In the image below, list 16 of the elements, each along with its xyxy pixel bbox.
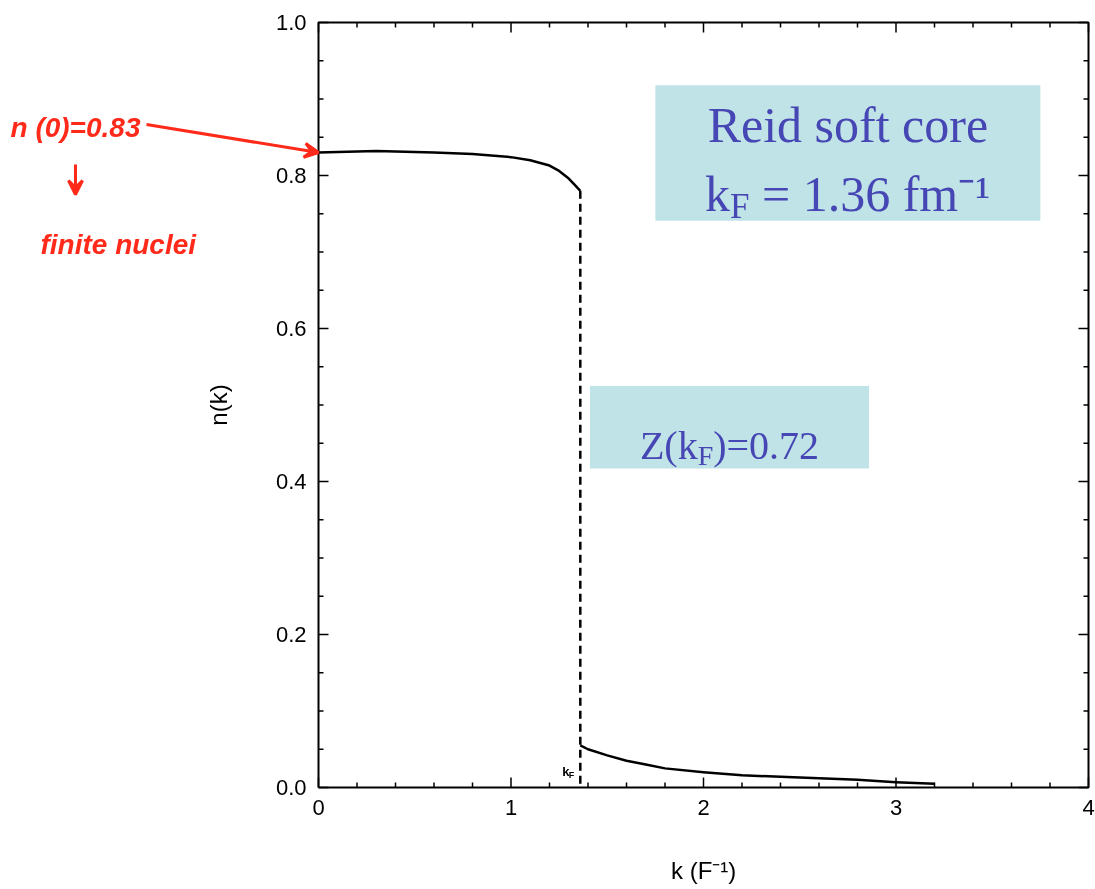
y-tick-label: 0.0	[275, 775, 307, 800]
x-tick-label: 4	[1082, 794, 1095, 820]
y-tick-label: 0.8	[275, 163, 307, 188]
annotation: n (0)=0.83	[10, 112, 141, 144]
y-tick-label: 0.6	[275, 316, 307, 341]
x-tick-label: 3	[889, 794, 903, 820]
y-tick-label: 0.2	[275, 622, 307, 647]
annotation: Reid soft core	[707, 97, 989, 154]
y-tick-label: 1.0	[275, 10, 307, 35]
x-tick-label: 2	[697, 794, 710, 820]
x-tick-label: 1	[504, 794, 518, 820]
y-axis-title: n(k)	[205, 384, 232, 426]
x-axis-title: k (F⁻¹)	[671, 857, 737, 884]
y-tick-label: 0.4	[275, 469, 307, 494]
text: finite nuclei	[40, 229, 198, 260]
x-tick-label: 0	[312, 794, 325, 820]
